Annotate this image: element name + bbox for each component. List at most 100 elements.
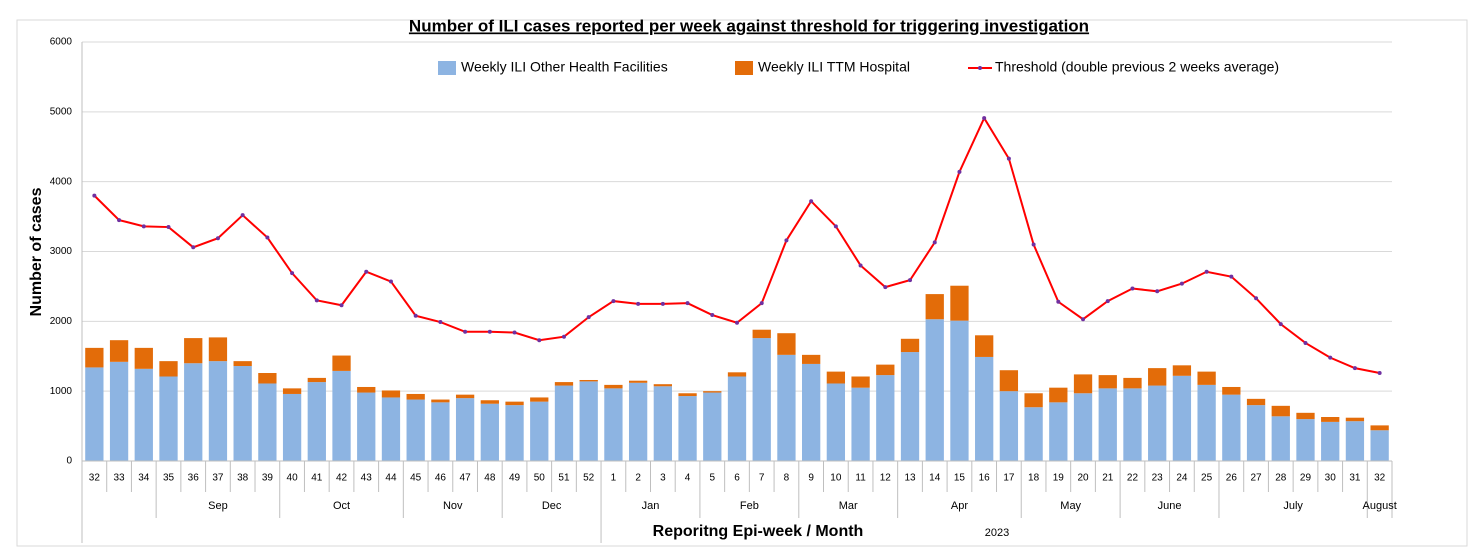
bar [1271,416,1290,461]
bar [628,382,648,461]
x-tick-label: 38 [237,473,249,484]
y-tick-label: 6000 [50,37,73,48]
line-marker [611,299,616,304]
line-marker [290,271,295,276]
line-marker [1179,281,1184,286]
line-marker [1130,286,1135,291]
line-marker [957,169,962,174]
x-tick-label: 8 [784,473,790,484]
bar [653,386,672,461]
bar [184,338,203,364]
line-marker [932,240,937,245]
bar [1073,374,1093,394]
x-tick-label: 19 [1053,473,1065,484]
line-marker [240,213,245,218]
bar [134,347,153,369]
bar [530,397,549,402]
legend-marker [978,66,982,70]
line-marker [364,269,369,274]
month-label: Jan [642,500,660,512]
bar [1345,421,1365,461]
line-marker [438,320,443,325]
line-marker [1081,317,1086,322]
chart-frame [16,19,1468,547]
chart-title: Number of ILI cases reported per week ag… [409,16,1089,35]
bar [1321,417,1340,422]
bar [826,383,846,461]
bar [109,340,129,362]
bar [1246,398,1266,406]
line-marker [586,315,591,320]
line-marker [561,334,566,339]
x-tick-label: 52 [583,473,595,484]
line-marker [265,235,270,240]
line-marker [1328,355,1333,360]
bar [703,392,722,461]
bar [1148,385,1167,461]
bar [1123,377,1142,389]
line-marker [1377,371,1382,376]
line-marker [1229,274,1234,279]
line-marker [1155,289,1160,294]
line-marker [191,245,196,250]
x-tick-label: 34 [138,473,150,484]
bar [431,399,450,403]
bar [1024,393,1043,408]
x-tick-label: 11 [855,473,866,484]
line-marker [735,320,739,325]
line-marker [710,313,715,318]
bar [1296,412,1315,420]
bar [258,373,277,384]
threshold-line [93,115,1380,374]
x-tick-label: 50 [534,473,546,484]
bar [159,376,178,461]
month-label: Nov [443,500,463,512]
line-marker [1204,269,1209,274]
line-marker [512,330,517,335]
line-marker [982,116,987,121]
x-tick-label: 44 [385,473,397,484]
bar [505,405,524,461]
line-marker [883,285,888,290]
x-tick-label: 29 [1300,473,1312,484]
x-tick-label: 51 [558,473,570,484]
line-marker [809,199,814,204]
y-tick-label: 5000 [50,106,73,117]
bar [851,387,870,461]
bar [727,372,747,377]
bar [1172,365,1192,376]
bar [480,400,499,404]
bar [1148,368,1167,386]
bar [480,403,499,461]
line-marker [660,301,665,306]
bar [208,337,228,362]
bar [752,338,771,461]
x-tick-label: 47 [460,473,472,484]
bar [678,393,697,397]
bar [777,333,796,355]
bar [900,352,920,461]
x-tick-label: 40 [287,473,299,484]
bar [1049,387,1068,403]
bar [530,401,549,461]
x-tick-label: 32 [89,473,101,484]
bar [406,393,425,400]
bar [678,396,697,461]
bar [1222,394,1241,461]
x-tick-label: 23 [1152,473,1164,484]
x-tick-label: 43 [361,473,373,484]
month-label: Apr [951,500,968,512]
x-tick-label: 24 [1176,473,1188,484]
legend-label: Weekly ILI Other Health Facilities [461,59,668,75]
bar [604,388,623,461]
x-tick-label: 17 [1003,473,1015,484]
line-marker [1056,299,1061,304]
bar [1098,388,1117,461]
x-tick-label: 18 [1028,473,1040,484]
line-marker [537,338,542,343]
x-tick-label: 20 [1077,473,1089,484]
bar [999,391,1019,461]
bar [628,380,648,383]
month-label: Oct [333,500,350,512]
bar [307,377,326,383]
